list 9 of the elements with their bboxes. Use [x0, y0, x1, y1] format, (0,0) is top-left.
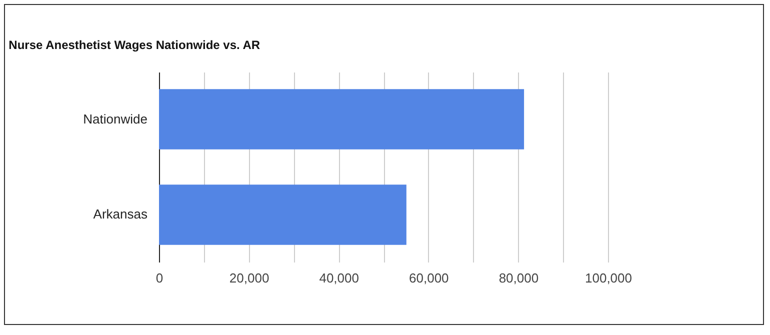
x-tick-label: 60,000: [409, 270, 449, 286]
x-tick-label: 80,000: [498, 270, 539, 286]
y-tick-label: Nationwide: [83, 111, 148, 126]
x-tick-label: 100,000: [585, 270, 632, 286]
y-tick-label: Arkansas: [93, 206, 148, 222]
x-tick-label: 40,000: [319, 270, 359, 286]
chart-title: Nurse Anesthetist Wages Nationwide vs. AR: [8, 38, 260, 52]
x-tick-label: 20,000: [229, 270, 270, 286]
x-tick-label: 0: [156, 270, 164, 286]
